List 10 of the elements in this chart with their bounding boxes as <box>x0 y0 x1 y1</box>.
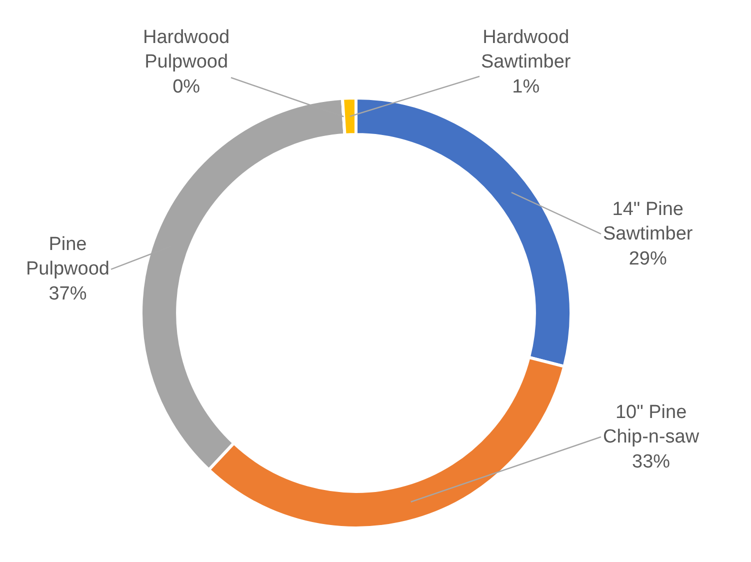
data-label: 33% <box>632 451 670 472</box>
slice-label: Hardwood Sawtimber <box>481 27 572 73</box>
text: 0% <box>172 76 200 98</box>
data-label: 29% <box>628 248 667 270</box>
category-label: Hardwood Pulpwood <box>143 27 230 73</box>
data-label: 1% <box>512 76 540 98</box>
slice-label: Pine Pulpwood <box>26 234 110 280</box>
data-label: 37% <box>48 283 87 304</box>
slice-label: 14" Pine Sawtimber <box>603 199 694 245</box>
slice-label: 10" Pine Chip-n-saw <box>603 402 700 448</box>
